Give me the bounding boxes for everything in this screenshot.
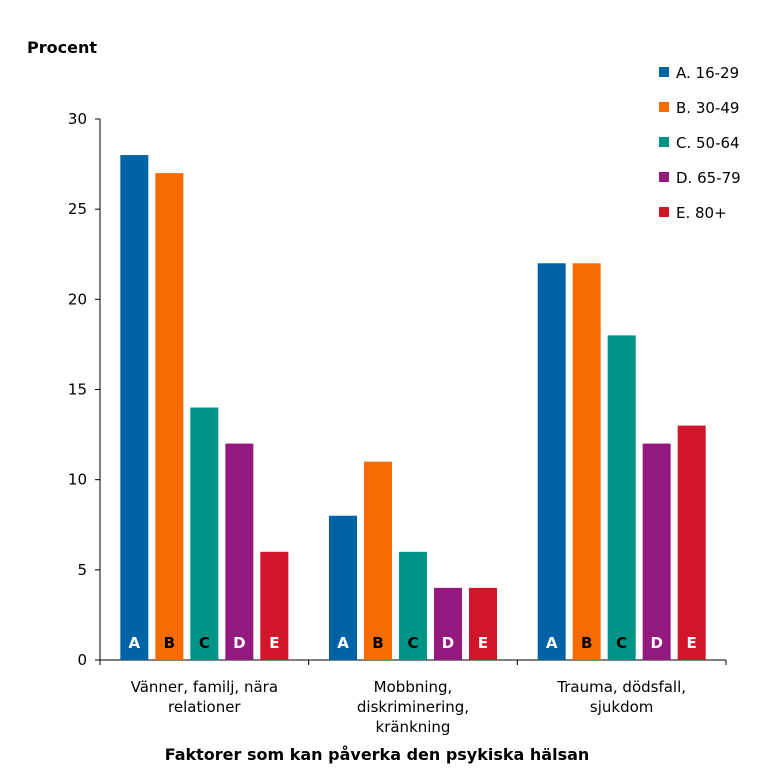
- bar-letter-label: D: [650, 634, 662, 652]
- bar: [469, 587, 497, 660]
- legend-label: C. 50-64: [676, 134, 740, 152]
- bar: [677, 425, 706, 660]
- category-label: sjukdom: [590, 698, 654, 716]
- bar-letter-label: C: [199, 634, 210, 652]
- bar: [190, 407, 219, 660]
- y-tick-label: 25: [68, 200, 87, 218]
- bar: [607, 335, 636, 660]
- bar: [364, 461, 392, 660]
- legend-swatch: [659, 102, 669, 112]
- category-label: Mobbning,: [374, 678, 453, 696]
- bar: [225, 443, 254, 660]
- bar-letter-label: C: [616, 634, 627, 652]
- y-axis-title: Procent: [27, 38, 97, 57]
- bar: [120, 155, 149, 661]
- legend-swatch: [659, 172, 669, 182]
- bar-letter-label: A: [129, 634, 141, 652]
- legend-swatch: [659, 137, 669, 147]
- legend-swatch: [659, 207, 669, 217]
- bar: [537, 263, 566, 660]
- y-tick-label: 15: [68, 381, 87, 399]
- category-label: diskriminering,: [357, 698, 469, 716]
- legend-swatch: [659, 67, 669, 77]
- bar-letter-label: E: [687, 634, 697, 652]
- bar: [399, 551, 427, 660]
- bar: [642, 443, 671, 660]
- bar-letter-label: E: [478, 634, 488, 652]
- category-labels: Vänner, familj, nära relationer Mobbning, d…: [131, 678, 686, 736]
- y-tick-label: 5: [77, 561, 87, 579]
- y-tick-label: 20: [68, 290, 87, 308]
- bar-letter-label: A: [546, 634, 558, 652]
- bar: [155, 173, 184, 660]
- bar-letter-label: E: [269, 634, 279, 652]
- bar-letter-label: B: [372, 634, 383, 652]
- bar-letter-label: A: [337, 634, 349, 652]
- category-label: kränkning: [376, 718, 451, 736]
- bar: [434, 587, 462, 660]
- bar-letter-label: B: [164, 634, 175, 652]
- category-label: Vänner, familj, nära: [131, 678, 278, 696]
- category-label: relationer: [168, 698, 241, 716]
- legend: A. 16-29 B. 30-49 C. 50-64 D. 65-79 E. 80+: [659, 64, 741, 222]
- category-label: Trauma, dödsfall,: [556, 678, 686, 696]
- y-tick-label: 30: [68, 110, 87, 128]
- bar-letter-label: B: [581, 634, 592, 652]
- bar-letter-label: D: [442, 634, 454, 652]
- y-tick-label: 0: [77, 651, 87, 669]
- y-tick-label: 10: [68, 471, 87, 489]
- bar-letter-label: C: [407, 634, 418, 652]
- bar: [260, 551, 289, 660]
- legend-label: D. 65-79: [676, 169, 741, 187]
- bar: [572, 263, 601, 660]
- legend-label: A. 16-29: [676, 64, 739, 82]
- bar: [329, 515, 357, 660]
- bar-letter-label: D: [233, 634, 245, 652]
- legend-label: B. 30-49: [676, 99, 739, 117]
- legend-label: E. 80+: [676, 204, 727, 222]
- x-axis-title: Faktorer som kan påverka den psykiska hä…: [165, 745, 590, 764]
